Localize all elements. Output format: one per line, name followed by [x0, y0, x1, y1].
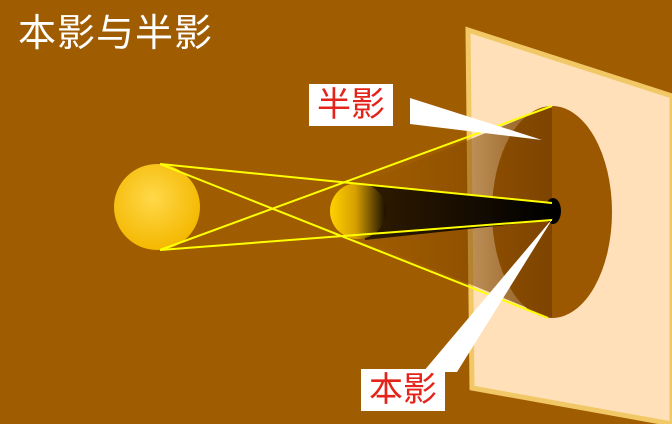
opaque-object — [330, 183, 386, 239]
light-source — [114, 164, 200, 250]
penumbra-label-pointer — [410, 98, 542, 140]
umbra-label-pointer — [423, 218, 553, 372]
umbra-cone — [365, 184, 552, 240]
penumbra-label: 半影 — [309, 84, 393, 126]
diagram-title: 本影与半影 — [18, 11, 214, 55]
umbra-label: 本影 — [361, 369, 445, 411]
ray-top-to-penumbra-bottom — [159, 163, 549, 319]
umbra-spot — [545, 198, 561, 224]
ray-bottom-to-umbra-bottom — [159, 219, 553, 251]
ray-top-to-umbra-top — [159, 163, 553, 204]
